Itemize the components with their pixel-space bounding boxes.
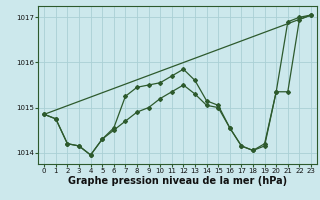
- X-axis label: Graphe pression niveau de la mer (hPa): Graphe pression niveau de la mer (hPa): [68, 176, 287, 186]
